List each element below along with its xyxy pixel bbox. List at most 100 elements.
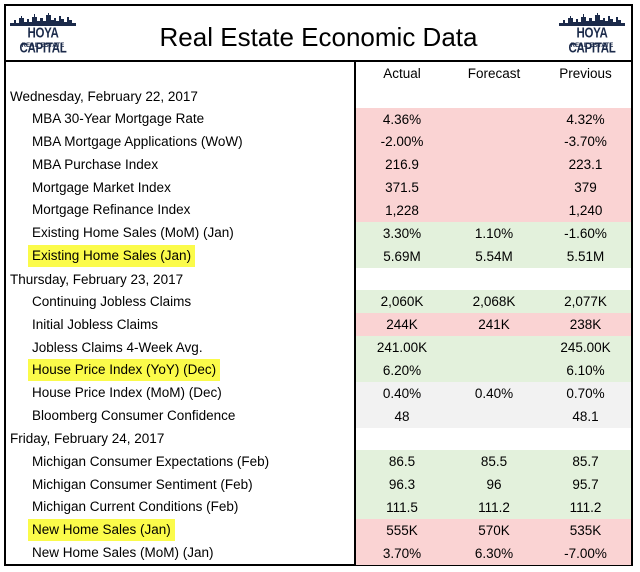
previous-value: 2,077K — [564, 294, 607, 310]
forecast-value — [448, 336, 540, 359]
actual-value: 6.20% — [382, 362, 422, 378]
indicator-label: House Price Index (MoM) (Dec) — [32, 385, 222, 401]
indicator-label-cell: Michigan Consumer Expectations (Feb) — [6, 450, 354, 473]
indicator-label: Mortgage Refinance Index — [32, 202, 191, 218]
forecast-value: 0.40% — [474, 385, 514, 401]
forecast-value: 241K — [478, 317, 510, 333]
forecast-value: 5.54M — [475, 248, 513, 264]
actual-value: 1,228 — [385, 202, 419, 218]
indicator-row: New Home Sales (MoM) (Jan) 3.70% 6.30% -7.0… — [6, 541, 631, 565]
indicator-values: 48 48.1 — [356, 404, 631, 428]
economic-data-table-frame: HOYA CAPITAL REAL ESTATE Real Estate Eco… — [4, 4, 633, 566]
actual-value: -2.00% — [380, 134, 424, 150]
date-header-row: Friday, February 24, 2017 — [6, 428, 631, 451]
forecast-value: 1.10% — [474, 225, 514, 241]
date-label: Wednesday, February 22, 2017 — [10, 88, 198, 104]
indicator-label: Initial Jobless Claims — [32, 316, 159, 332]
indicator-values: 4.36% 4.32% — [356, 107, 631, 131]
indicator-label: MBA Mortgage Applications (WoW) — [32, 133, 243, 149]
indicator-label: New Home Sales (MoM) (Jan) — [32, 545, 214, 561]
indicator-label-cell: Initial Jobless Claims — [6, 313, 354, 336]
indicator-label-cell: MBA 30-Year Mortgage Rate — [6, 108, 354, 131]
indicator-values: 1,228 1,240 — [356, 199, 631, 222]
indicator-label: House Price Index (YoY) (Dec) — [28, 359, 221, 382]
indicator-label: Jobless Claims 4-Week Avg. — [32, 339, 203, 355]
actual-value: 555K — [386, 522, 418, 538]
forecast-value: 570K — [478, 522, 510, 538]
indicator-label-cell: Existing Home Sales (MoM) (Jan) — [6, 222, 354, 245]
previous-value: 1,240 — [568, 202, 603, 218]
forecast-value: 2,068K — [472, 294, 516, 310]
forecast-value — [448, 359, 540, 382]
indicator-label-cell: New Home Sales (Jan) — [6, 519, 354, 542]
skyline-icon — [10, 13, 76, 26]
indicator-values: 0.40% 0.40% 0.70% — [356, 381, 631, 405]
indicator-label: MBA 30-Year Mortgage Rate — [32, 111, 205, 127]
indicator-values: 3.70% 6.30% -7.00% — [356, 541, 631, 565]
indicator-row: Continuing Jobless Claims 2,060K 2,068K 2,0… — [6, 290, 631, 314]
indicator-values: 216.9 223.1 — [356, 153, 631, 177]
indicator-row: MBA Mortgage Applications (WoW) -2.00% -3.… — [6, 130, 631, 154]
indicator-row: House Price Index (YoY) (Dec) 6.20% 6.10% — [6, 358, 631, 382]
previous-value: 245.00K — [560, 340, 611, 356]
indicator-row: Michigan Consumer Sentiment (Feb) 96.3 96 9… — [6, 473, 631, 497]
forecast-value — [448, 176, 540, 199]
indicator-values: 371.5 379 — [356, 176, 631, 200]
logo-name: HOYA CAPITAL — [568, 26, 616, 56]
table-header: HOYA CAPITAL REAL ESTATE Real Estate Eco… — [6, 6, 631, 62]
indicator-row: Bloomberg Consumer Confidence 48 48.1 — [6, 404, 631, 428]
indicator-label: Michigan Consumer Expectations (Feb) — [32, 453, 270, 469]
indicator-label-cell: Michigan Consumer Sentiment (Feb) — [6, 473, 354, 496]
indicator-values: 3.30% 1.10% -1.60% — [356, 221, 631, 245]
indicator-label-cell: Jobless Claims 4-Week Avg. — [6, 336, 354, 359]
actual-value: 3.70% — [382, 545, 422, 561]
indicator-label-cell: Existing Home Sales (Jan) — [6, 245, 354, 268]
indicator-label-cell: Mortgage Market Index — [6, 176, 354, 199]
indicator-label-cell: House Price Index (YoY) (Dec) — [6, 359, 354, 382]
previous-value: 5.51M — [566, 248, 605, 264]
page-title: Real Estate Economic Data — [159, 22, 478, 52]
indicator-values: 244K 241K 238K — [356, 313, 631, 337]
table-body: Wednesday, February 22, 2017 MBA 30-Year … — [6, 85, 631, 565]
indicator-row: Mortgage Refinance Index 1,228 1,240 — [6, 199, 631, 222]
previous-value: 48.1 — [572, 408, 599, 424]
logo-subtitle: REAL ESTATE — [570, 43, 614, 49]
forecast-value: 96 — [486, 477, 502, 493]
column-divider — [354, 62, 356, 564]
forecast-value: 85.5 — [480, 454, 508, 470]
indicator-label-cell: New Home Sales (MoM) (Jan) — [6, 542, 354, 565]
actual-value: 2,060K — [380, 294, 424, 310]
previous-value: 4.32% — [566, 111, 605, 127]
actual-value: 5.69M — [383, 248, 421, 264]
previous-value: 85.7 — [572, 454, 599, 470]
actual-value: 111.5 — [386, 499, 418, 515]
indicator-row: Mortgage Market Index 371.5 379 — [6, 176, 631, 200]
indicator-row: Existing Home Sales (Jan) 5.69M 5.54M 5.51M — [6, 244, 631, 268]
column-header-values: Actual Forecast Previous — [356, 62, 631, 85]
indicator-label-cell: Bloomberg Consumer Confidence — [6, 405, 354, 428]
actual-value: 244K — [386, 317, 418, 333]
previous-value: 0.70% — [566, 385, 605, 401]
hoya-capital-logo-right: HOYA CAPITAL REAL ESTATE — [559, 12, 625, 56]
indicator-label-cell: House Price Index (MoM) (Dec) — [6, 382, 354, 405]
previous-value: 6.10% — [566, 362, 605, 378]
indicator-label-cell: Continuing Jobless Claims — [6, 290, 354, 313]
indicator-label: Bloomberg Consumer Confidence — [32, 408, 236, 424]
indicator-label: Mortgage Market Index — [32, 179, 171, 195]
hoya-capital-logo-left: HOYA CAPITAL REAL ESTATE — [10, 12, 76, 56]
actual-value: 0.40% — [382, 385, 422, 401]
indicator-label: Existing Home Sales (MoM) (Jan) — [32, 225, 234, 241]
previous-value: 223.1 — [568, 157, 603, 173]
indicator-label: Continuing Jobless Claims — [32, 293, 192, 309]
date-label: Friday, February 24, 2017 — [10, 431, 165, 447]
column-header-row: Actual Forecast Previous — [6, 62, 631, 85]
column-header-previous: Previous — [559, 65, 612, 81]
forecast-value — [448, 153, 540, 176]
indicator-label: New Home Sales (Jan) — [28, 519, 175, 542]
indicator-label: Existing Home Sales (Jan) — [28, 245, 196, 268]
indicator-label-cell: MBA Mortgage Applications (WoW) — [6, 131, 354, 154]
skyline-icon — [559, 13, 625, 26]
forecast-value — [448, 199, 540, 222]
indicator-label: Michigan Current Conditions (Feb) — [32, 499, 239, 515]
indicator-values: 241.00K 245.00K — [356, 336, 631, 359]
